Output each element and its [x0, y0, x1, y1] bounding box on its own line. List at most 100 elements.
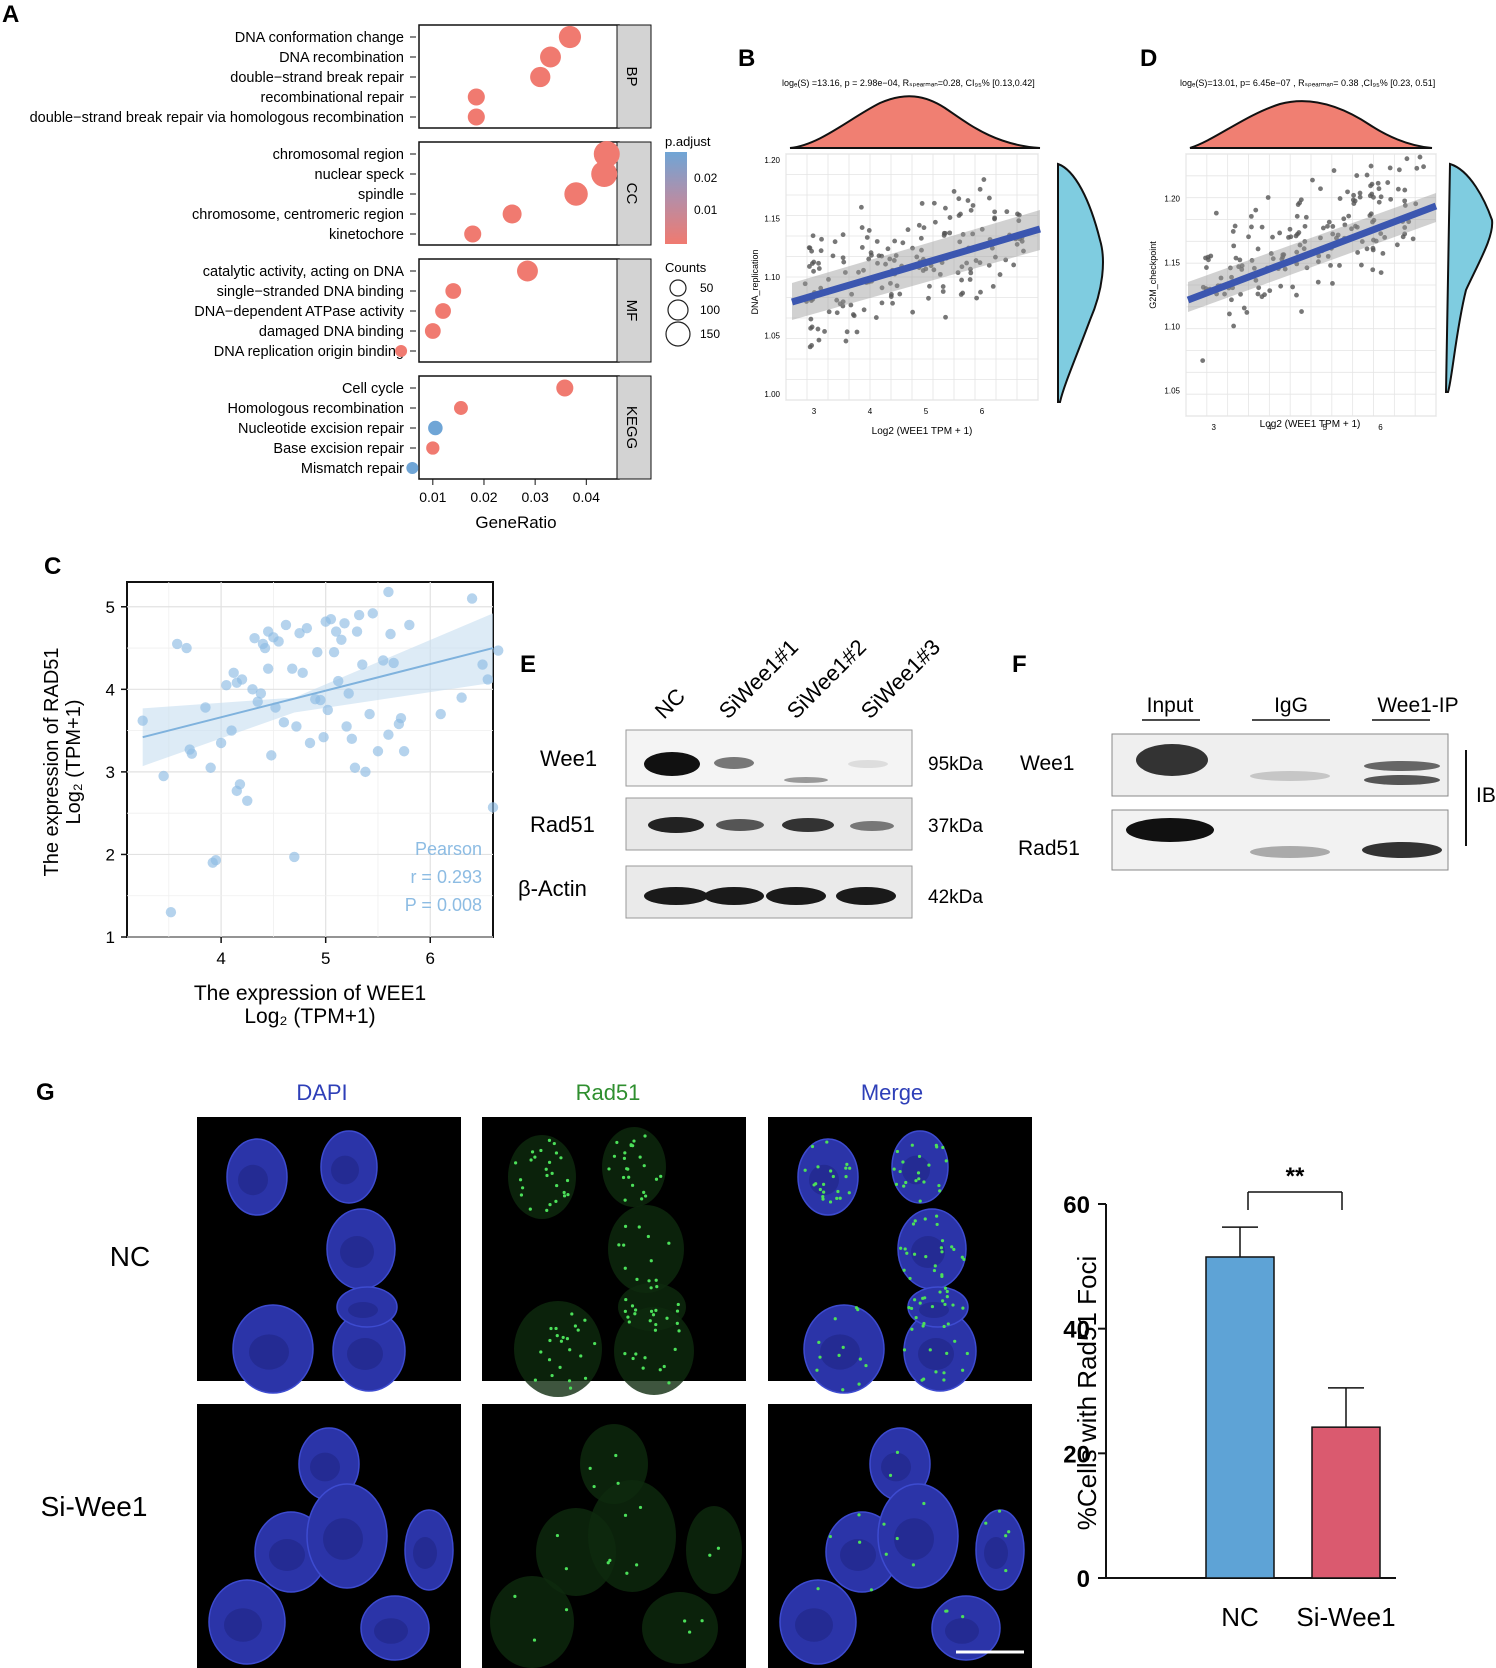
d-point	[1297, 200, 1303, 206]
panel-e-western-blot: NC SiWee1#1 SiWee1#2 SiWee1#3 Wee1 Rad51…	[518, 634, 983, 919]
g-rad51-focus	[654, 1278, 658, 1282]
g-rad51-focus	[514, 1161, 518, 1165]
c-point	[210, 855, 222, 866]
d-point	[1359, 262, 1364, 268]
g-rad51-focus	[539, 1350, 543, 1354]
g-rad51-focus	[864, 1363, 868, 1368]
d-point	[1270, 256, 1276, 262]
c-ytick-label: 1	[106, 928, 115, 947]
g-cell-outline	[490, 1576, 574, 1668]
d-point	[1376, 199, 1382, 205]
g-cell-outline	[602, 1127, 666, 1207]
g-rad51-focus	[923, 1296, 927, 1300]
g-rad51-focus	[533, 1155, 537, 1159]
g-rad51-focus	[683, 1619, 687, 1623]
b-point	[807, 264, 812, 269]
d-point	[1325, 253, 1331, 259]
b-point	[970, 231, 976, 237]
d-ytick-label: 1.05	[1164, 386, 1180, 395]
b-point	[977, 186, 983, 192]
e-band-rad51-si3	[850, 821, 894, 831]
e-band-actin-si3	[836, 887, 896, 905]
g-rad51-focus	[938, 1290, 942, 1294]
g-rad51-focus	[623, 1198, 627, 1202]
g-rad51-focus	[965, 1351, 969, 1356]
g-rad51-focus	[845, 1162, 849, 1166]
g-rad51-focus	[821, 1182, 826, 1186]
d-point	[1227, 311, 1232, 317]
g-bar-ytick-label: 20	[1063, 1441, 1090, 1468]
d-point	[1213, 210, 1219, 216]
f-band-rad51-ip	[1362, 842, 1442, 858]
g-rad51-focus	[621, 1175, 626, 1180]
g-rad51-focus	[547, 1138, 552, 1142]
d-point	[1396, 167, 1402, 173]
g-sig-label: **	[1286, 1163, 1305, 1190]
g-rad51-focus	[921, 1324, 925, 1328]
g-rad51-focus	[934, 1143, 938, 1147]
g-rad51-focus	[943, 1302, 947, 1307]
g-rad51-focus	[641, 1366, 645, 1370]
c-point	[266, 750, 277, 761]
d-point	[1268, 251, 1274, 256]
a-legend-count-100	[667, 299, 689, 321]
a-term-label: Base excision repair	[273, 441, 404, 457]
g-rad51-focus	[818, 1355, 822, 1359]
d-point	[1364, 172, 1370, 178]
b-point	[943, 205, 948, 211]
panel-label-b: B	[738, 45, 755, 72]
b-point	[1016, 218, 1022, 224]
b-point	[875, 260, 880, 266]
g-rad51-focus	[675, 1309, 680, 1313]
g-rad51-focus	[945, 1295, 949, 1299]
g-rad51-focus	[547, 1358, 552, 1362]
b-point	[843, 338, 849, 344]
g-rad51-focus	[908, 1276, 912, 1281]
b-point	[826, 277, 831, 282]
a-term-label: single−stranded DNA binding	[217, 284, 404, 300]
g-rad51-focus	[951, 1303, 955, 1307]
d-point	[1352, 198, 1358, 204]
g-rad51-focus	[573, 1324, 577, 1328]
d-point	[1382, 235, 1388, 240]
b-point	[832, 239, 838, 245]
g-rad51-focus	[912, 1298, 917, 1302]
g-rad51-focus	[918, 1199, 922, 1203]
panel-label-e: E	[520, 651, 536, 678]
g-rad51-focus	[934, 1370, 938, 1374]
b-point	[841, 259, 847, 265]
d-point	[1320, 225, 1326, 231]
a-legend-count-150	[665, 321, 691, 347]
g-rad51-focus	[631, 1144, 635, 1148]
g-rad51-focus	[904, 1180, 908, 1185]
b-point	[931, 267, 937, 273]
d-point	[1387, 165, 1393, 171]
b-ytick-label: 1.10	[764, 273, 780, 282]
g-rad51-focus	[622, 1156, 627, 1160]
g-rad51-focus	[909, 1306, 914, 1311]
g-rad51-focus	[905, 1251, 909, 1255]
d-point	[1253, 277, 1259, 283]
g-rad51-focus	[708, 1553, 712, 1557]
g-cell-outline	[514, 1301, 602, 1397]
g-rad51-focus	[654, 1308, 658, 1312]
d-point	[1304, 265, 1310, 271]
d-point	[1229, 274, 1234, 280]
a-dot	[591, 161, 618, 187]
c-ylabel-2: Log₂ (TPM+1)	[63, 699, 85, 824]
a-dot	[395, 345, 408, 357]
g-rad51-focus	[854, 1306, 859, 1310]
d-point	[1342, 222, 1348, 228]
g-rad51-focus	[617, 1243, 621, 1247]
g-rad51-focus	[942, 1324, 946, 1329]
d-point	[1417, 154, 1423, 160]
b-point	[819, 236, 824, 242]
g-rad51-focus	[662, 1364, 666, 1369]
g-nucleus-texture	[984, 1537, 1008, 1569]
g-rad51-focus	[945, 1289, 949, 1294]
d-point	[1204, 265, 1209, 270]
c-point	[367, 608, 378, 619]
b-point	[919, 201, 925, 206]
g-rad51-focus	[625, 1571, 629, 1575]
b-point	[943, 314, 948, 320]
